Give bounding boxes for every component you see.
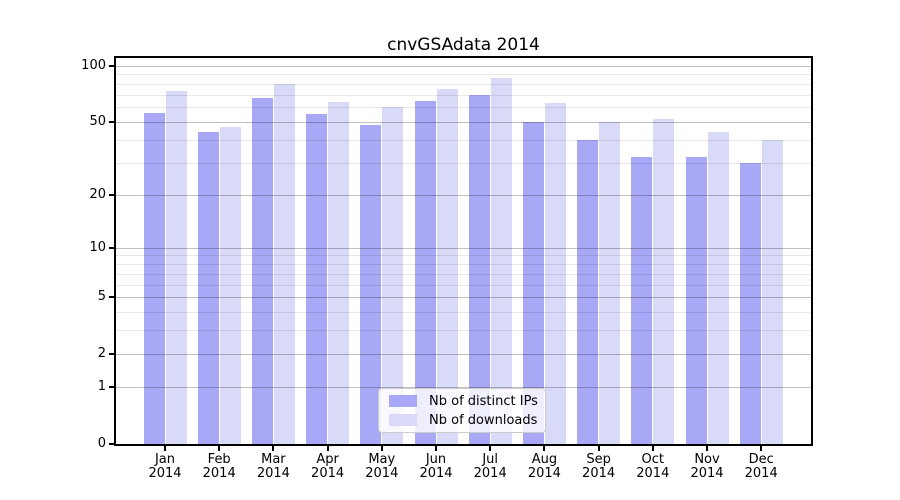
x-tick [326,446,329,451]
minor-gridline [116,263,811,265]
bar-distinct-ips [251,98,273,444]
minor-gridline [116,312,811,314]
y-tick-label: 100 [81,57,106,73]
legend: Nb of distinct IPs Nb of downloads [378,388,546,433]
y-tick [109,64,114,67]
bar-downloads [328,101,350,444]
major-gridline [116,247,811,249]
legend-item-downloads: Nb of downloads [389,412,538,428]
x-tick [597,446,600,451]
bar-downloads [653,118,675,444]
minor-gridline [116,162,811,164]
major-gridline [116,354,811,355]
x-tick [706,446,708,451]
legend-label-downloads: Nb of downloads [429,412,538,428]
y-tick-label: 1 [97,379,106,395]
y-tick-label: 0 [97,436,106,451]
bar-distinct-ips [414,100,436,444]
x-tick-label: Apr 2014 [311,452,345,481]
bar-downloads [490,78,512,444]
legend-swatch-distinct-ips [389,395,417,407]
x-tick-label: Sep 2014 [582,452,616,481]
y-tick [109,246,114,249]
major-gridline [116,121,811,123]
bar-distinct-ips [197,132,219,444]
chart-title: cnvGSAdata 2014 [387,35,540,55]
major-gridline [116,194,811,196]
minor-gridline [116,83,811,85]
minor-gridline [116,139,811,141]
x-tick-label: Oct 2014 [636,452,670,481]
bar-downloads [436,89,458,444]
legend-item-distinct-ips: Nb of distinct IPs [389,393,538,409]
major-gridline [116,297,811,299]
bar-distinct-ips [739,162,761,444]
major-gridline [116,65,811,67]
x-tick-label: Dec 2014 [744,452,778,481]
y-tick [109,353,114,355]
x-tick [543,446,546,451]
y-tick-label: 2 [97,346,106,361]
x-tick-label: Jan 2014 [148,452,182,481]
plot-area: Nb of distinct IPs Nb of downloads 0 1 2 5 1… [81,56,813,481]
bar-downloads [599,121,621,444]
y-tick-label: 20 [89,186,106,202]
x-tick-label: Feb 2014 [202,452,236,481]
bar-downloads [544,103,566,444]
x-tick-label: Nov 2014 [690,452,724,481]
x-tick [760,446,763,451]
y-tick [109,443,114,445]
x-tick-label: Jun 2014 [419,452,453,481]
y-tick [109,193,114,196]
bar-distinct-ips [143,112,165,444]
bar-distinct-ips [685,157,707,444]
minor-gridline [116,94,811,96]
bar-distinct-ips [360,125,382,444]
bar-downloads [382,107,404,444]
major-gridline [116,387,811,389]
legend-label-distinct-ips: Nb of distinct IPs [429,393,538,409]
x-tick [218,446,221,451]
x-tick [380,446,383,451]
x-tick [435,446,437,451]
x-tick [164,446,166,451]
x-tick-label: Jul 2014 [473,452,507,481]
minor-gridline [116,330,811,332]
minor-gridline [116,284,811,286]
bar-distinct-ips [577,139,599,444]
x-tick [489,446,492,451]
bar-downloads [707,132,729,444]
x-tick [651,446,654,451]
x-tick-label: Mar 2014 [256,452,290,481]
x-tick [272,446,275,451]
y-tick-label: 5 [97,289,106,305]
bar-distinct-ips [522,121,544,444]
x-tick-label: May 2014 [365,452,399,481]
minor-gridline [116,273,811,275]
y-tick-label: 50 [89,113,106,129]
y-tick [109,386,114,389]
y-tick-label: 10 [89,239,106,255]
y-tick [109,120,114,123]
bar-distinct-ips [631,157,653,444]
bar-downloads [273,83,295,444]
x-tick-label: Aug 2014 [527,452,561,481]
bar-downloads [165,91,187,444]
y-tick [109,296,114,299]
bar-distinct-ips [468,94,490,444]
legend-swatch-downloads [389,414,417,426]
bar-downloads [761,139,783,444]
bar-downloads [219,126,241,444]
minor-gridline [116,255,811,257]
bar-distinct-ips [306,114,328,444]
minor-gridline [116,107,811,109]
minor-gridline [116,74,811,76]
